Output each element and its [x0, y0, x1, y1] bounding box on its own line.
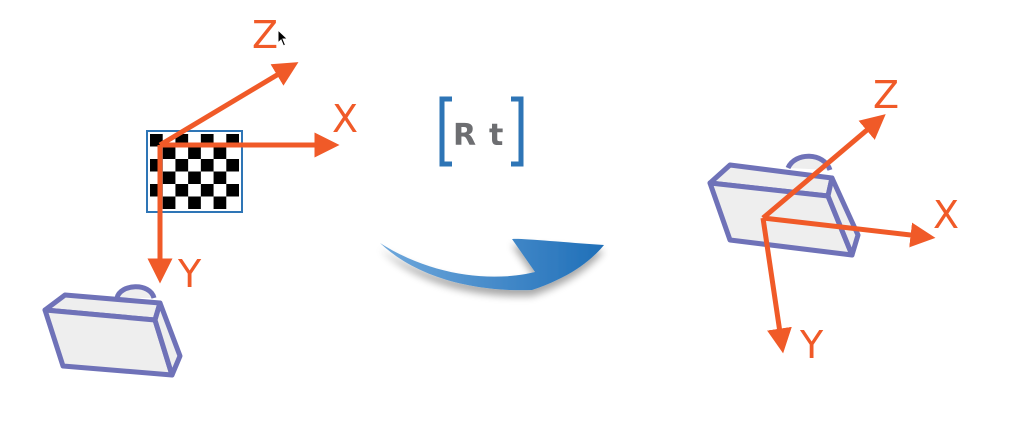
left-z-axis	[158, 62, 299, 148]
matrix-t: t	[489, 118, 503, 153]
left-camera	[42, 284, 183, 378]
left-z-label: Z	[252, 13, 278, 57]
board-square	[226, 159, 239, 172]
left-x-label: X	[332, 97, 358, 141]
board-square	[162, 196, 176, 209]
mouse-pointer-icon	[277, 29, 289, 47]
board-square	[213, 146, 227, 159]
left-pattern-frame: Z X Y	[146, 13, 358, 296]
right-camera-frame: Z X Y	[760, 73, 959, 367]
board-square	[162, 146, 176, 159]
right-bracket	[511, 96, 524, 167]
left-camera-knob	[114, 284, 157, 300]
board-square	[213, 171, 227, 184]
right-x-axis	[762, 215, 936, 248]
board-square	[188, 196, 201, 209]
board-square	[188, 171, 201, 184]
left-camera-side	[152, 300, 183, 378]
right-camera-side	[825, 175, 861, 258]
left-bracket	[439, 96, 452, 167]
board-square	[175, 159, 189, 172]
transform-arrow	[380, 238, 604, 291]
right-z-axis	[761, 114, 886, 220]
right-camera	[707, 153, 861, 258]
board-square	[226, 184, 239, 197]
left-y-label: Y	[177, 252, 202, 296]
board-square	[162, 171, 176, 184]
board-square	[175, 184, 189, 197]
right-x-label: X	[933, 193, 959, 237]
checkerboard	[150, 134, 239, 209]
right-y-label: Y	[799, 323, 824, 367]
rt-matrix: R t	[439, 96, 524, 167]
matrix-r: R	[453, 118, 476, 153]
board-square	[188, 146, 201, 159]
right-z-label: Z	[873, 73, 899, 117]
board-square	[213, 196, 227, 209]
board-square	[200, 184, 214, 197]
right-y-axis	[760, 217, 792, 354]
board-square	[200, 159, 214, 172]
